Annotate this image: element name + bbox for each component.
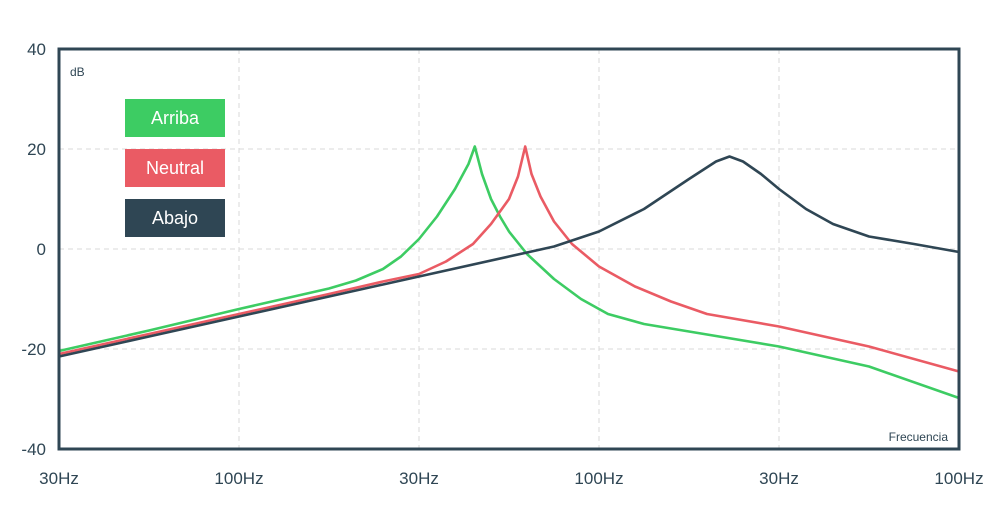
series-lines [57,145,961,400]
grid [59,49,959,449]
legend: Arriba Neutral Abajo [125,99,225,237]
y-tick-label: 20 [27,140,46,159]
x-tick-label: 30Hz [39,469,79,488]
y-axis-label: dB [70,65,85,79]
series-line-arriba [57,145,961,400]
x-tick-label: 30Hz [759,469,799,488]
y-tick-label: -20 [21,340,46,359]
y-tick-label: -40 [21,440,46,459]
legend-swatch-arriba [125,99,225,137]
legend-label-neutral: Neutral [146,158,204,178]
y-axis-tick-labels: 40 20 0 -20 -40 [21,40,46,459]
y-tick-label: 40 [27,40,46,59]
legend-label-abajo: Abajo [152,208,198,228]
plot-frame [57,47,961,451]
x-tick-label: 100Hz [574,469,623,488]
legend-label-arriba: Arriba [151,108,200,128]
legend-swatch-abajo [125,199,225,237]
x-tick-label: 100Hz [214,469,263,488]
series-line-neutral [57,145,961,373]
x-axis-label: Frecuencia [889,430,949,444]
series-line-abajo [57,155,961,358]
x-tick-label: 30Hz [399,469,439,488]
legend-swatch-neutral [125,149,225,187]
x-tick-label: 100Hz [934,469,983,488]
x-axis-tick-labels: 30Hz 100Hz 30Hz 100Hz 30Hz 100Hz [39,469,983,488]
y-tick-label: 0 [37,240,46,259]
